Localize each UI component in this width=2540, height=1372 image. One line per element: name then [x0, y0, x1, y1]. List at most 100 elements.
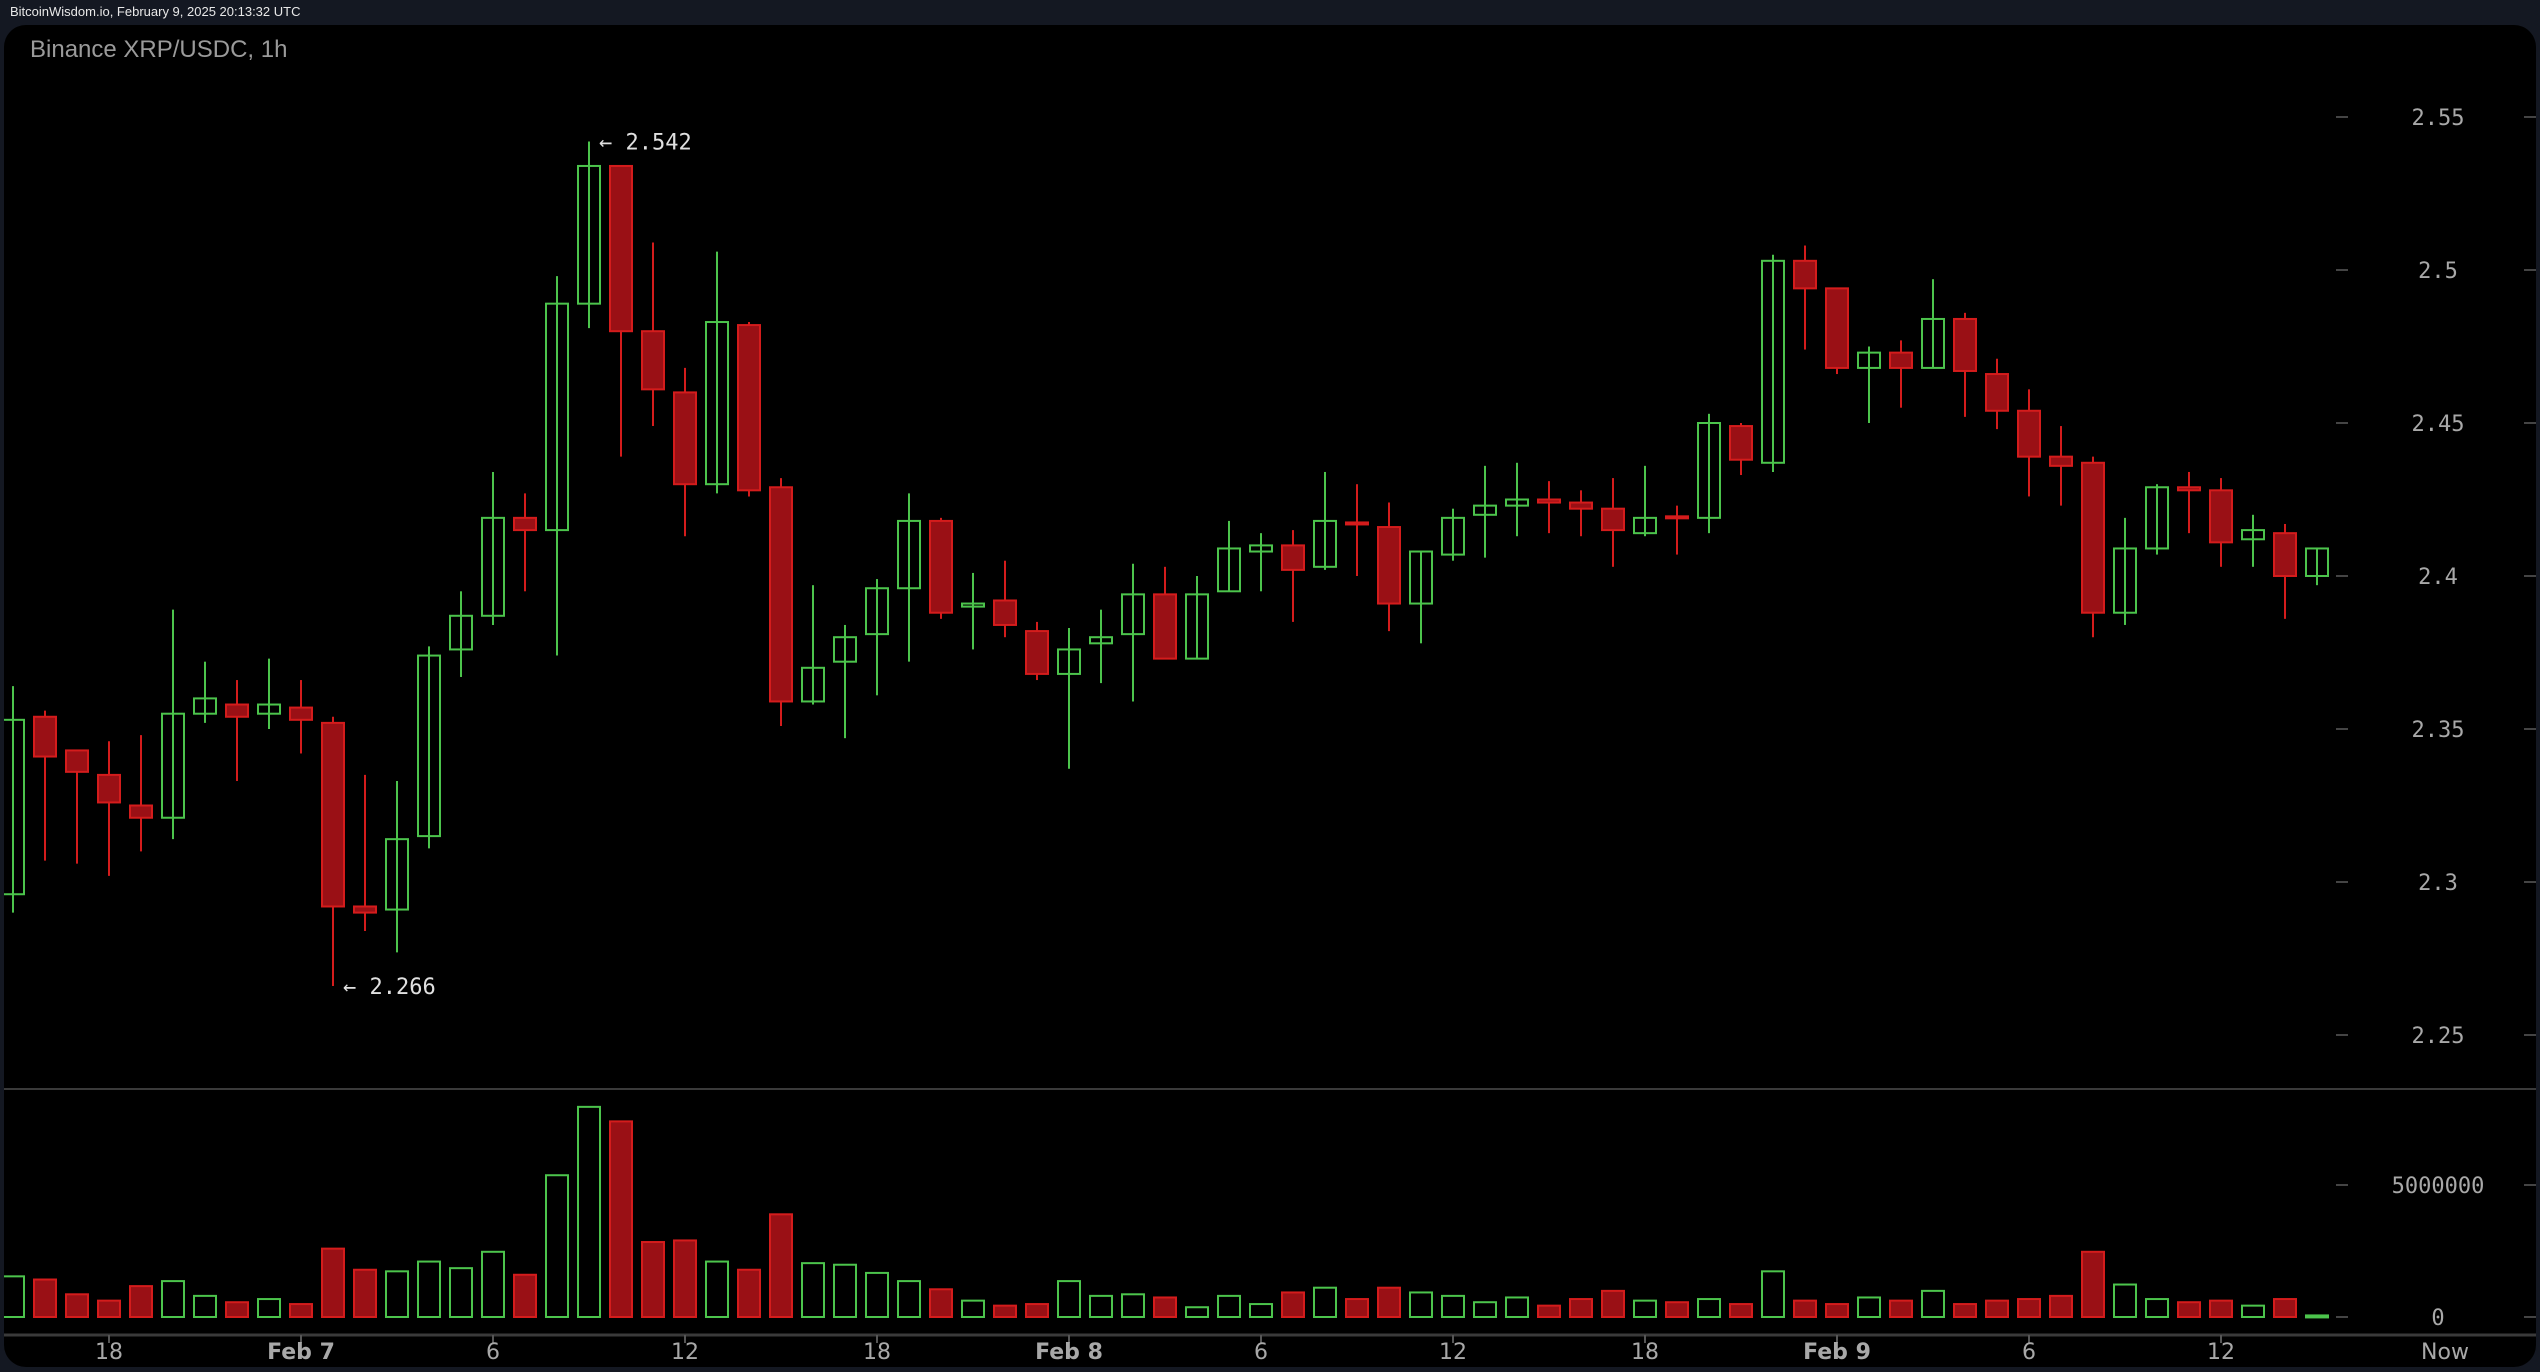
volume-bar-down: [33, 1278, 57, 1318]
volume-bar-down: [353, 1268, 377, 1319]
candle-down: [2209, 489, 2233, 544]
volume-bar-up: [1697, 1298, 1721, 1318]
volume-bar-up: [1633, 1299, 1657, 1318]
candle-up: [1121, 593, 1145, 636]
candle-up: [193, 697, 217, 715]
candle-down: [641, 330, 665, 391]
candle-down: [129, 804, 153, 819]
source-timestamp: BitcoinWisdom.io, February 9, 2025 20:13…: [10, 4, 301, 19]
x-axis-label: 12: [671, 1340, 699, 1365]
volume-bar-up: [897, 1280, 921, 1318]
candle-down: [225, 703, 249, 718]
candle-up: [385, 838, 409, 911]
volume-bar-down: [2177, 1301, 2201, 1318]
price-axis-label: 2.4: [2418, 565, 2458, 590]
volume-bar-up: [4, 1275, 25, 1318]
volume-bar-up: [1249, 1303, 1273, 1318]
volume-bar-down: [129, 1285, 153, 1319]
top-bar: BitcoinWisdom.io, February 9, 2025 20:13…: [0, 0, 2540, 24]
candle-up: [1921, 317, 1945, 369]
volume-bar-up: [257, 1298, 281, 1318]
candle-up: [1089, 636, 1113, 645]
candle-up: [161, 712, 185, 819]
candle-down: [1825, 287, 1849, 369]
x-axis-label: 6: [2022, 1340, 2036, 1365]
volume-bar-up: [1761, 1270, 1785, 1319]
candle-up: [1185, 593, 1209, 660]
volume-bar-down: [65, 1293, 89, 1319]
candle-up: [1057, 648, 1081, 675]
x-axis-label: Now: [2421, 1340, 2469, 1365]
candle-up: [865, 587, 889, 636]
candle-down: [1985, 373, 2009, 412]
candle-up: [4, 718, 25, 896]
x-axis-label: Feb 7: [267, 1340, 335, 1365]
candle-down: [1569, 501, 1593, 510]
volume-bar-up: [1185, 1306, 1209, 1319]
volume-bar-up: [1057, 1280, 1081, 1318]
volume-bar-up: [2113, 1283, 2137, 1318]
volume-bar-down: [993, 1304, 1017, 1318]
candle-down: [2081, 461, 2105, 614]
candle-up: [417, 654, 441, 838]
volume-bar-up: [193, 1294, 217, 1319]
volume-bar-down: [2049, 1294, 2073, 1319]
candle-up: [449, 614, 473, 651]
x-axis-label: 6: [486, 1340, 500, 1365]
volume-bar-up: [961, 1299, 985, 1318]
volume-bar-down: [225, 1301, 249, 1318]
volume-bar-up: [1441, 1294, 1465, 1319]
volume-bar-up: [2241, 1304, 2265, 1318]
price-axis-label: 2.55: [2412, 106, 2465, 131]
candle-down: [737, 324, 761, 492]
candle-down: [1537, 498, 1561, 504]
candle-up: [2305, 547, 2329, 578]
volume-bar-up: [1921, 1289, 1945, 1319]
candle-down: [1281, 544, 1305, 571]
volume-bar-up: [1089, 1294, 1113, 1319]
x-axis-label: 18: [1631, 1340, 1659, 1365]
candle-down: [65, 749, 89, 773]
x-axis-label: 18: [95, 1340, 123, 1365]
volume-bar-up: [1121, 1293, 1145, 1319]
price-axis-label: 2.25: [2412, 1024, 2465, 1049]
candle-up: [705, 321, 729, 486]
candle-up: [2241, 529, 2265, 541]
volume-bar-down: [1569, 1298, 1593, 1318]
volume-bar-down: [1345, 1298, 1369, 1318]
low-price-annotation: ← 2.266: [343, 975, 436, 1000]
volume-bar-up: [865, 1271, 889, 1318]
volume-bar-down: [289, 1303, 313, 1318]
candle-up: [1441, 516, 1465, 556]
volume-bar-up: [417, 1260, 441, 1319]
volume-bar-up: [1217, 1294, 1241, 1319]
chart-panel: 2.55 2.5 2.45 2.4 2.35 2.3 2.25 5000000 0 18 Feb 7…: [4, 25, 2536, 1367]
x-axis-label: 12: [1439, 1340, 1467, 1365]
volume-bar-up: [1313, 1286, 1337, 1319]
candle-down: [1601, 507, 1625, 532]
volume-bar-down: [97, 1299, 121, 1318]
volume-bar-up: [705, 1260, 729, 1319]
candle-down: [1377, 526, 1401, 605]
volume-bar-down: [1665, 1301, 1689, 1318]
candle-down: [1953, 317, 1977, 372]
volume-bar-up: [2305, 1314, 2329, 1319]
volume-bar-up: [481, 1250, 505, 1318]
volume-bar-down: [1953, 1303, 1977, 1318]
high-price-annotation: ← 2.542: [599, 130, 692, 155]
volume-bar-down: [2273, 1298, 2297, 1318]
candle-up: [801, 666, 825, 703]
candlestick-chart: 2.55 2.5 2.45 2.4 2.35 2.3 2.25 5000000 0 18 Feb 7…: [4, 106, 2536, 1365]
volume-bar-down: [1889, 1299, 1913, 1318]
volume-bar-up: [1857, 1296, 1881, 1318]
price-axis-label: 2.3: [2418, 871, 2458, 896]
volume-bar-down: [1025, 1303, 1049, 1318]
volume-bar-down: [2017, 1298, 2041, 1318]
volume-bar-down: [1153, 1296, 1177, 1318]
candle-down: [1025, 630, 1049, 675]
volume-bar-down: [1729, 1303, 1753, 1318]
volume-bar-up: [2145, 1298, 2169, 1318]
x-axis-label: Feb 9: [1803, 1340, 1871, 1365]
candle-up: [2145, 486, 2169, 550]
candle-up: [897, 519, 921, 590]
